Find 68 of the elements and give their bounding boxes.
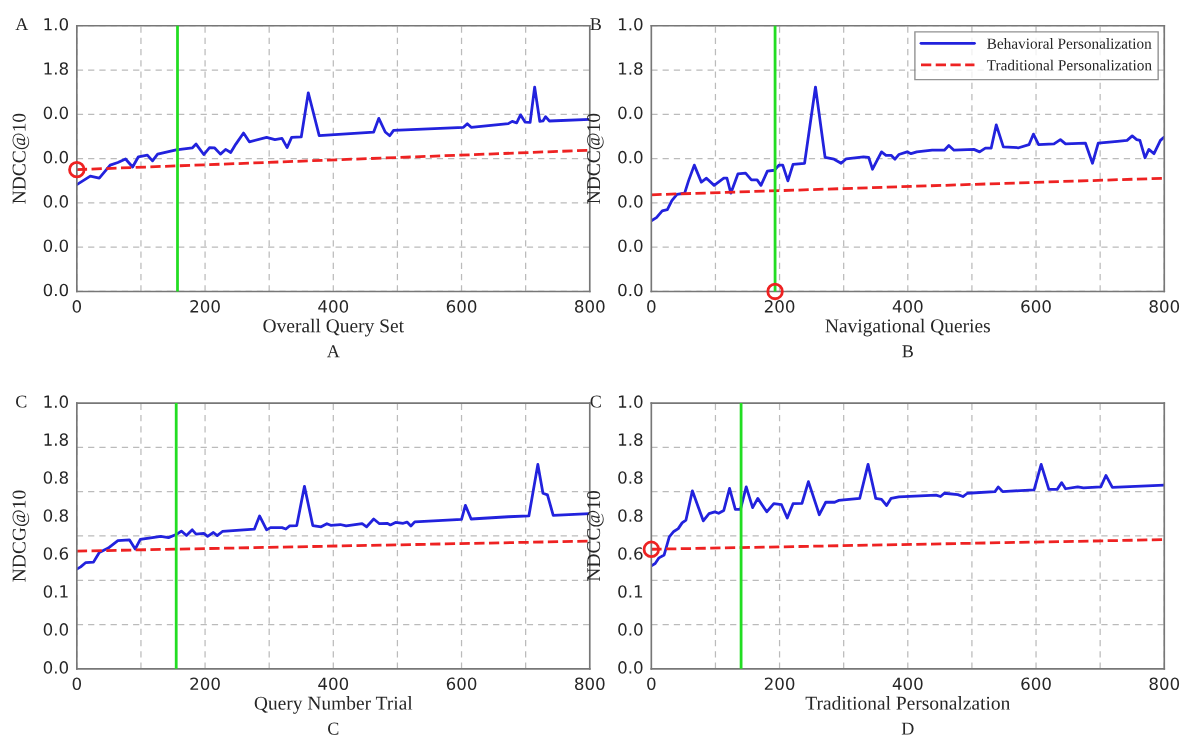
y-axis-title: NDCC@10 bbox=[12, 113, 30, 204]
legend-label: Traditional Personalization bbox=[986, 59, 1152, 71]
chart-title: B bbox=[590, 18, 601, 31]
x-tick-label: 0 bbox=[72, 677, 82, 691]
x-tick-label: 800 bbox=[1149, 677, 1180, 691]
text: 0.0 bbox=[618, 661, 643, 674]
text: 1.8 bbox=[618, 62, 643, 75]
x-tick-label: 200 bbox=[190, 677, 220, 691]
text: C bbox=[328, 722, 339, 735]
text: 1.0 bbox=[618, 395, 643, 408]
x-tick-label: 600 bbox=[1021, 300, 1051, 313]
x-tick-label: 200 bbox=[190, 300, 220, 313]
text: 0.0 bbox=[618, 195, 643, 208]
x-axis-title: Overall Query Set bbox=[263, 318, 404, 337]
y-axis-title: NDCC@10 bbox=[587, 113, 604, 204]
y-axis-title: NDCC@10 bbox=[587, 491, 604, 582]
text: 0.8 bbox=[43, 471, 68, 484]
text: 1.8 bbox=[618, 433, 643, 446]
x-axis-title: Query Number Trial bbox=[254, 696, 413, 714]
x-tick-label: 400 bbox=[318, 677, 349, 691]
x-tick-label: 0 bbox=[647, 677, 656, 691]
text: A bbox=[326, 345, 340, 358]
x-tick-label: 800 bbox=[575, 300, 605, 313]
text: 1.8 bbox=[44, 62, 68, 75]
text: 0.0 bbox=[43, 283, 69, 297]
x-tick-label: 800 bbox=[1149, 300, 1180, 313]
text: 0.8 bbox=[618, 509, 643, 522]
x-axis-title: Traditional Personalzation bbox=[805, 696, 1011, 710]
text: 0.0 bbox=[43, 623, 69, 636]
text: 0.0 bbox=[43, 106, 69, 120]
x-tick-label: 200 bbox=[764, 677, 795, 691]
text: 0.0 bbox=[43, 195, 69, 208]
text: 0.8 bbox=[618, 471, 643, 484]
text: 0.0 bbox=[618, 106, 643, 120]
text: 0.0 bbox=[618, 150, 643, 164]
y-axis-title: NDCG@10 bbox=[12, 490, 30, 582]
text: D bbox=[901, 722, 914, 735]
text: 0.0 bbox=[618, 283, 643, 297]
text: 1.0 bbox=[44, 395, 69, 408]
text: 0.0 bbox=[618, 623, 643, 636]
legend-label: Behavioral Personalization bbox=[987, 38, 1152, 49]
text: 0.1 bbox=[618, 585, 643, 598]
x-tick-label: 400 bbox=[892, 677, 923, 691]
x-tick-label: 400 bbox=[892, 300, 923, 313]
text: 0.6 bbox=[618, 547, 643, 560]
text: 0.0 bbox=[43, 150, 69, 164]
text: 1.0 bbox=[618, 17, 643, 31]
x-tick-label: 0 bbox=[647, 300, 656, 313]
x-tick-label: 600 bbox=[446, 677, 477, 691]
x-tick-label: 800 bbox=[575, 677, 605, 691]
text: 1.8 bbox=[44, 433, 68, 446]
text: 0.6 bbox=[43, 547, 69, 560]
x-axis-title: Navigational Queries bbox=[825, 318, 990, 337]
text: 0.0 bbox=[618, 239, 643, 253]
text: 0.0 bbox=[43, 661, 69, 674]
x-tick-label: 600 bbox=[446, 300, 477, 313]
text: B bbox=[902, 345, 913, 358]
chart-title: C bbox=[590, 395, 601, 408]
text: 1.0 bbox=[44, 17, 69, 31]
text: 0.1 bbox=[43, 585, 68, 598]
x-tick-label: 400 bbox=[318, 300, 349, 313]
x-tick-label: 600 bbox=[1021, 677, 1051, 691]
x-tick-label: 0 bbox=[72, 300, 82, 313]
x-tick-label: 200 bbox=[764, 300, 795, 313]
text: 0.8 bbox=[43, 509, 68, 522]
text: 0.0 bbox=[43, 239, 69, 253]
chart-title: C bbox=[16, 395, 27, 408]
chart-title: A bbox=[15, 18, 29, 31]
